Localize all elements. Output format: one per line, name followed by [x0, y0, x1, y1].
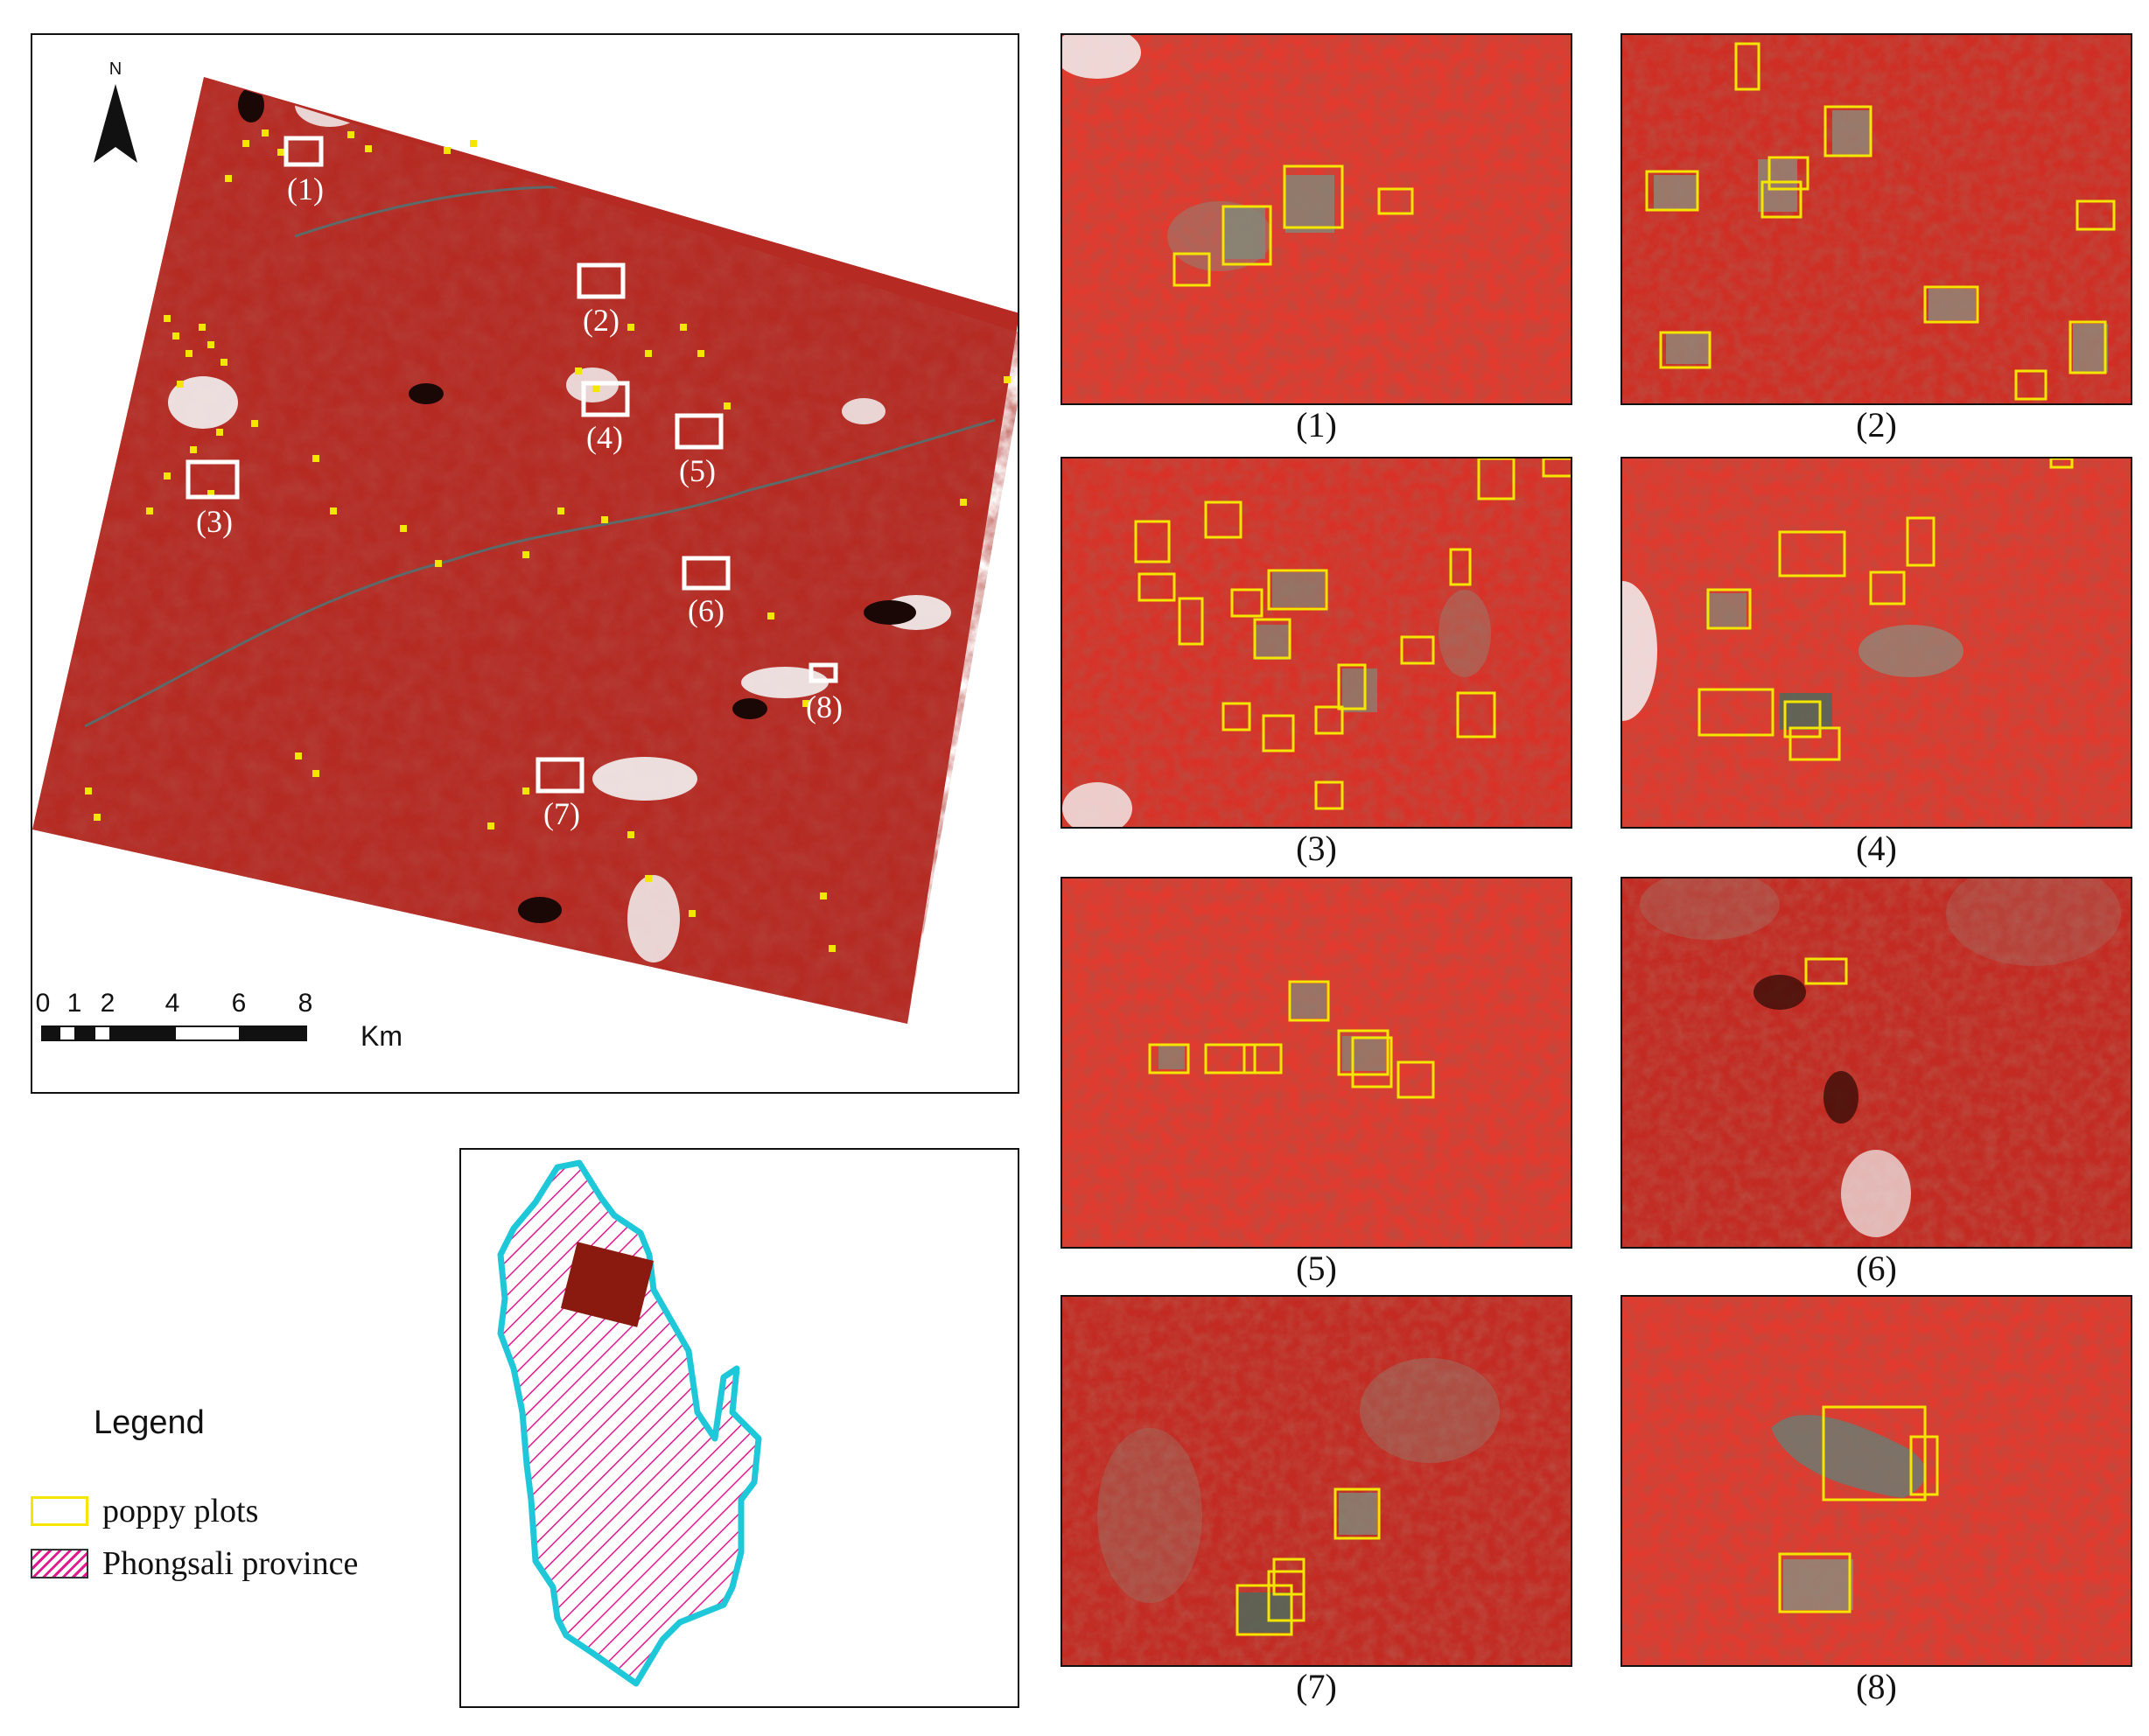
scale-tick-6: 6 — [231, 989, 247, 1018]
panel-caption-5: (5) — [1296, 1249, 1337, 1288]
scale-bar: 0 1 2 4 6 8 Km — [32, 989, 402, 1068]
study-area-footprint — [560, 1242, 654, 1327]
main-map-frame: (1) (2) (3) (4) (5) (6) (8) (7) N 0 1 2 … — [31, 33, 1019, 1094]
map-label-6: (6) — [688, 593, 724, 628]
scale-segment — [59, 1026, 76, 1041]
north-arrow-icon — [94, 84, 137, 163]
poppy-plot-outlines — [1645, 42, 2116, 401]
detail-panel-1 — [1060, 33, 1572, 405]
detail-panel-8 — [1620, 1295, 2132, 1667]
detail-panel-2 — [1620, 33, 2132, 405]
scale-segment — [111, 1026, 174, 1041]
legend-label-province: Phongsali province — [102, 1545, 359, 1582]
north-letter: N — [108, 60, 122, 79]
panel-caption-2: (2) — [1856, 405, 1897, 444]
locator-map — [497, 1159, 762, 1687]
scale-segment — [76, 1026, 94, 1041]
detail-panel-6 — [1620, 877, 2132, 1249]
panel-caption-1: (1) — [1296, 405, 1337, 444]
map-label-7: (8) — [806, 690, 843, 724]
panel-caption-7: (7) — [1296, 1667, 1337, 1706]
map-label-8: (7) — [543, 796, 580, 831]
scale-tick-0: 0 — [35, 989, 51, 1018]
scale-segment — [174, 1026, 241, 1041]
poppy-plot-dots — [85, 130, 1011, 952]
poppy-plot-outlines — [1804, 957, 1848, 985]
map-label-1: (1) — [287, 172, 324, 206]
poppy-plot-outlines — [1698, 458, 2074, 761]
scale-tick-1: 1 — [66, 989, 82, 1018]
scale-tick-2: 2 — [100, 989, 116, 1018]
province-shape — [497, 1159, 762, 1687]
satellite-map: (1) (2) (3) (4) (5) (6) (8) (7) — [32, 77, 1019, 1024]
legend: Legend poppy plots Phongsali province — [31, 1404, 468, 1614]
poppy-plot-outlines — [1148, 980, 1435, 1099]
scale-tick-8: 8 — [298, 989, 313, 1018]
detail-panel-5 — [1060, 877, 1572, 1249]
north-arrow: N — [85, 60, 146, 164]
province-swatch — [31, 1549, 88, 1578]
panel-caption-8: (8) — [1856, 1667, 1897, 1706]
panel-caption-4: (4) — [1856, 829, 1897, 868]
locator-map-frame — [459, 1148, 1019, 1708]
poppy-swatch — [31, 1496, 88, 1526]
poppy-plot-outlines — [1778, 1405, 1939, 1614]
detail-panel-3 — [1060, 457, 1572, 829]
panel-caption-3: (3) — [1296, 829, 1337, 868]
legend-item-province: Phongsali province — [31, 1545, 359, 1582]
scale-segment — [241, 1026, 307, 1041]
legend-title: Legend — [94, 1404, 205, 1441]
scale-unit: Km — [360, 1020, 402, 1052]
map-label-4: (4) — [586, 420, 623, 455]
poppy-plot-outlines — [1134, 458, 1571, 810]
scale-segment — [94, 1026, 111, 1041]
scale-segment — [41, 1026, 59, 1041]
poppy-plot-outlines — [1236, 1488, 1381, 1636]
scale-tick-4: 4 — [164, 989, 180, 1018]
map-label-3: (3) — [196, 504, 233, 539]
panel-caption-6: (6) — [1856, 1249, 1897, 1288]
study-area-boxes — [186, 136, 838, 794]
detail-panel-4 — [1620, 457, 2132, 829]
map-label-5: (5) — [679, 453, 716, 488]
detail-panel-7 — [1060, 1295, 1572, 1667]
poppy-plot-outlines — [1172, 164, 1414, 287]
legend-label-poppy: poppy plots — [102, 1493, 259, 1530]
legend-item-poppy: poppy plots — [31, 1493, 259, 1530]
map-label-2: (2) — [583, 303, 620, 338]
